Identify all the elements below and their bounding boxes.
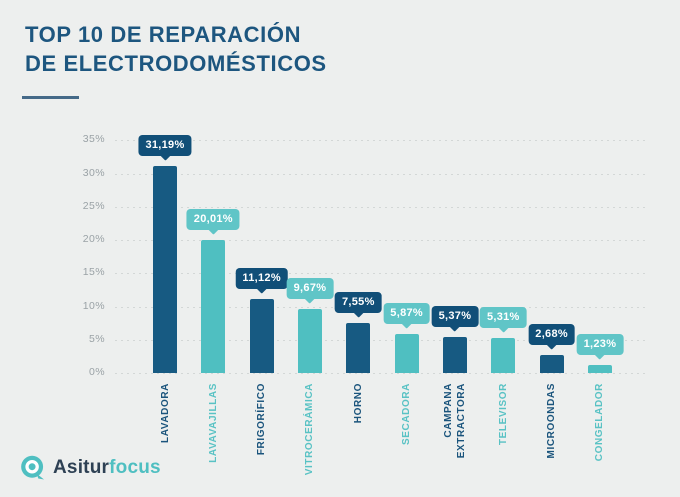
bar-frigorifico (249, 299, 274, 373)
value-tooltip-campana-extractora: 5,37% (431, 306, 479, 332)
grid-line (115, 240, 645, 241)
grid-line (115, 273, 645, 275)
bar-microondas (539, 355, 564, 373)
bar-horno (346, 322, 371, 373)
x-axis-category-label-microondas: MICROONDAS (546, 383, 558, 459)
page-title: TOP 10 DE REPARACIÓN DE ELECTRODOMÉSTICO… (25, 20, 327, 78)
brand-name-secondary: focus (109, 456, 161, 478)
bar-televisor (491, 337, 516, 373)
grid-line (115, 206, 645, 208)
tooltip-pointer (400, 317, 413, 329)
title-underline (22, 96, 79, 99)
bar-secadora (394, 333, 419, 373)
bar-lavavajillas (201, 239, 226, 373)
x-axis-category-label-vitroceramica: VITROCERÁMICA (304, 383, 316, 476)
value-tooltip-horno: 7,55% (334, 291, 382, 318)
x-axis-category-label-secadora: SECADORA (401, 383, 413, 446)
value-tooltip-frigorifico: 11,12% (235, 268, 288, 294)
bar-campana-extractora (442, 337, 467, 373)
x-axis-category-label-campana-extractora: CAMPANA EXTRACTORA (442, 383, 467, 459)
tooltip-pointer (304, 292, 316, 304)
x-axis-category-label-congelador: CONGELADOR (594, 383, 606, 462)
value-tooltip-secadora: 5,87% (383, 302, 430, 329)
value-tooltip-televisor: 5,31% (479, 306, 527, 333)
x-axis-category-label-horno: HORNO (352, 383, 364, 424)
tooltip-pointer (594, 348, 606, 360)
bar-vitroceramica (297, 308, 322, 373)
value-tooltip-vitroceramica: 9,67% (286, 277, 334, 304)
grid-line (115, 140, 645, 142)
brand-name: Asiturfocus (53, 457, 161, 479)
y-axis-tick-label: 25% (82, 199, 105, 212)
tooltip-pointer (255, 282, 268, 294)
q-ring-logo-icon (21, 455, 45, 480)
bar-congelador (587, 364, 612, 373)
grid-line (115, 173, 645, 175)
x-axis-category-label-televisor: TELEVISOR (497, 383, 509, 446)
tooltip-pointer (159, 148, 171, 161)
x-axis-category-label-lavadora: LAVADORA (159, 383, 171, 443)
brand-name-primary: Asitur (53, 456, 110, 478)
page-title-line-1: TOP 10 DE REPARACIÓN (25, 22, 302, 47)
tooltip-pointer (545, 338, 558, 350)
tooltip-pointer (449, 320, 461, 332)
bar-lavadora (153, 165, 177, 373)
x-axis-category-label-frigorifico: FRIGORÍFICO (256, 383, 268, 456)
tooltip-pointer (497, 321, 509, 333)
grid-line (115, 339, 645, 341)
y-axis-tick-label: 30% (82, 166, 105, 179)
y-axis-tick-label: 20% (82, 233, 105, 245)
value-tooltip-microondas: 2,68% (528, 324, 575, 350)
y-axis-tick-label: 10% (82, 299, 105, 312)
tooltip-pointer (207, 223, 219, 235)
tooltip-pointer (352, 306, 364, 318)
y-axis-tick-label: 5% (89, 332, 105, 345)
brand-logo: Asiturfocus (20, 455, 161, 480)
page-title-line-2: DE ELECTRODOMÉSTICOS (25, 51, 327, 76)
value-tooltip-congelador: 1,23% (576, 333, 624, 360)
y-axis-tick-label: 0% (89, 366, 105, 378)
y-axis-tick-label: 35% (82, 133, 105, 146)
x-axis-category-label-lavavajillas: LAVAVAJILLAS (207, 383, 219, 463)
value-tooltip-lavavajillas: 20,01% (186, 208, 240, 235)
grid-line (115, 373, 645, 374)
y-axis-tick-label: 15% (82, 266, 105, 279)
value-tooltip-lavadora: 31,19% (138, 134, 192, 161)
